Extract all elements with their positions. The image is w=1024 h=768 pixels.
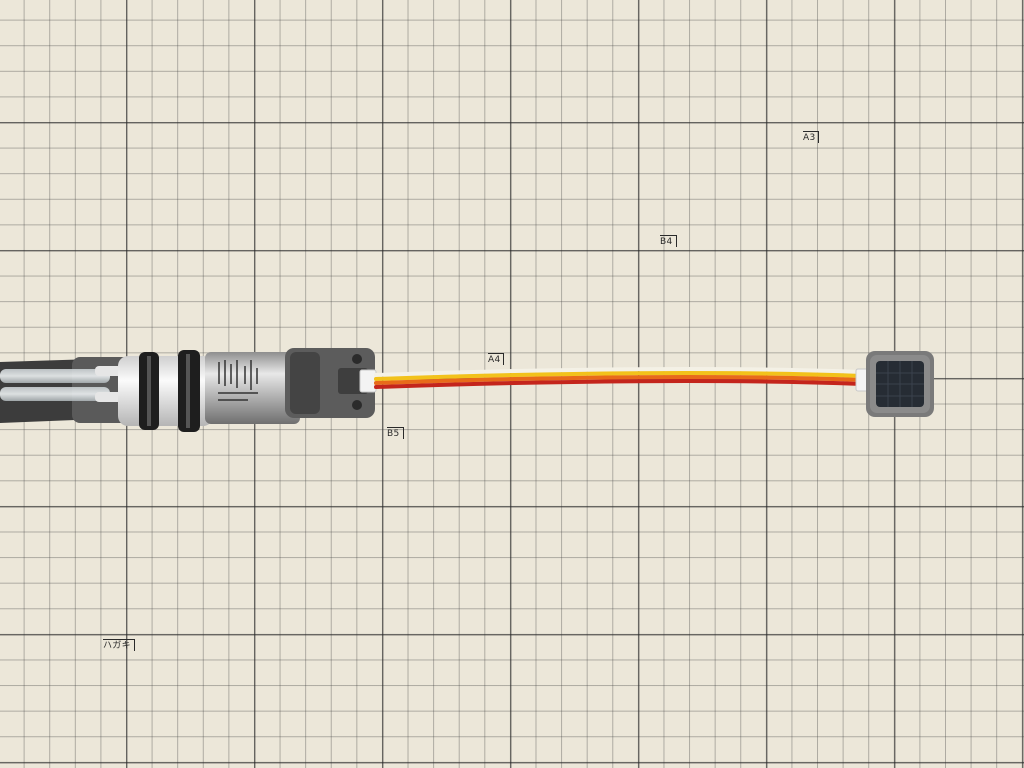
paper-mark-postcard: ハガキ [103, 639, 135, 651]
pump-motor [205, 352, 300, 424]
pump-head [118, 350, 213, 432]
paper-mark-a3: A3 [803, 131, 820, 143]
silicone-tubing [0, 366, 123, 402]
pump-connector [359, 369, 377, 393]
paper-mark-b4: B4 [660, 235, 677, 247]
pump-bracket [285, 348, 375, 418]
paper-mark-a4: A4 [488, 353, 505, 365]
grove-cable [374, 366, 864, 389]
paper-mark-b5: B5 [387, 427, 404, 439]
sensor-module [866, 351, 934, 417]
